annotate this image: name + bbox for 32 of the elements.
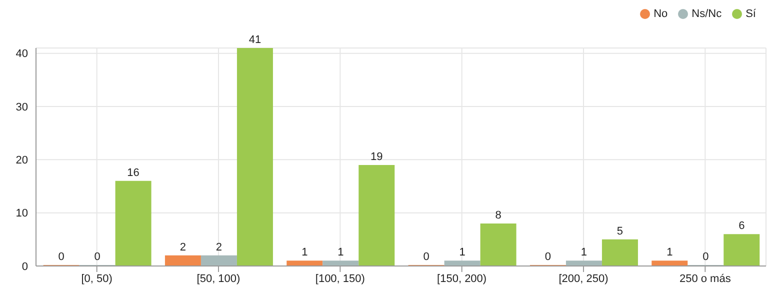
data-label: 1 (302, 246, 308, 259)
y-tick-label: 10 (16, 208, 28, 220)
data-label: 5 (616, 225, 624, 238)
data-label: 0 (58, 251, 64, 263)
x-tick-label: [50, 100) (196, 272, 240, 285)
data-label: 1 (580, 246, 588, 259)
data-label: 8 (495, 209, 502, 222)
y-tick-label: 20 (16, 154, 28, 167)
legend-label: Sí (746, 8, 756, 20)
y-tick-label: 30 (16, 101, 28, 114)
data-label: 0 (423, 251, 430, 263)
y-tick-label: 40 (16, 48, 28, 60)
x-tick-label: [100, 150) (315, 272, 365, 285)
y-tick-label: 0 (22, 260, 28, 273)
data-label: 0 (702, 251, 709, 263)
x-tick-label: 250 o más (679, 272, 732, 285)
data-label: 2 (216, 241, 222, 254)
data-label: 19 (370, 150, 383, 163)
data-label: 16 (127, 166, 140, 179)
legend-label: Ns/Nc (692, 8, 722, 20)
data-label: 0 (94, 251, 100, 263)
x-tick-label: [150, 200) (437, 272, 487, 285)
data-label: 6 (738, 220, 745, 232)
x-tick-label: [0, 50) (81, 272, 112, 285)
data-label: 1 (338, 246, 344, 259)
data-label: 1 (459, 246, 466, 259)
data-label: 41 (248, 34, 262, 46)
data-label: 0 (544, 251, 552, 263)
legend-label: No (654, 8, 668, 20)
x-tick-label: [200, 250) (558, 272, 608, 285)
data-label: 1 (666, 246, 673, 259)
data-label: 2 (180, 241, 186, 254)
